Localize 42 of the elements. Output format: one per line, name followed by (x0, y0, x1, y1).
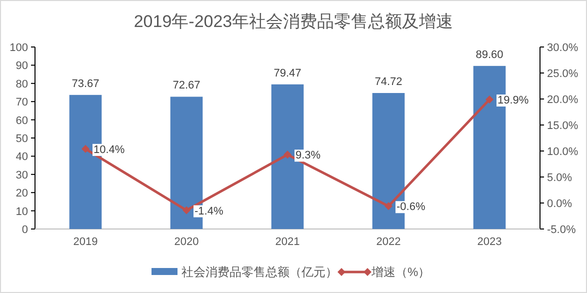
y-tick-label: 70 (16, 96, 28, 109)
data-label: -1.4% (194, 205, 224, 218)
data-label: 72.67 (172, 80, 200, 92)
title: 2019年-2023年社会消费品零售总额及增速 (134, 12, 454, 31)
y2-tick-label: 30.0% (547, 42, 578, 54)
y-tick-label: 0 (22, 224, 28, 236)
legend-label: 增速（%） (370, 265, 430, 279)
y-tick-label: 10 (16, 206, 28, 218)
point (284, 150, 292, 159)
y2-tick-label: 10.0% (547, 146, 578, 158)
x-tick-label: 2023 (477, 236, 502, 248)
x-tick-label: 2021 (275, 236, 300, 248)
point (82, 144, 90, 153)
y-tick-label: 30 (16, 169, 28, 182)
point (486, 96, 494, 104)
data-label: -0.6% (396, 201, 426, 214)
y2-tick-label: 5.0% (547, 172, 572, 184)
legend-label: 社会消费品零售总额（亿元） (182, 265, 338, 279)
data-label: 10.4% (94, 144, 125, 156)
data-label: 19.9% (498, 94, 529, 107)
x-tick-label: 2022 (376, 236, 401, 248)
point (182, 206, 190, 214)
y-tick-label: 80 (16, 78, 28, 90)
y-tick-label: 90 (16, 60, 28, 72)
data-label: 9.3% (296, 150, 321, 162)
data-label: 74.72 (374, 76, 402, 88)
y2-tick-label: 15.0% (547, 120, 578, 132)
y-tick-label: 100 (10, 42, 28, 54)
x-tick-label: 2019 (73, 236, 98, 248)
y-tick-label: 20 (16, 188, 28, 200)
y-tick-label: 60 (16, 114, 28, 127)
point (384, 202, 392, 210)
y-tick-label: 50 (16, 133, 28, 145)
data-label: 89.60 (476, 48, 504, 61)
data-label: 79.47 (274, 67, 302, 80)
y2-tick-label: -5.0% (547, 224, 576, 236)
y2-tick-label: 0.0% (547, 198, 572, 210)
y2-tick-label: 25.0% (547, 68, 578, 80)
y-tick-label: 40 (16, 151, 28, 164)
data-label: 73.67 (72, 78, 100, 90)
y2-tick-label: 20.0% (547, 94, 578, 106)
x-tick-label: 2020 (174, 236, 199, 248)
